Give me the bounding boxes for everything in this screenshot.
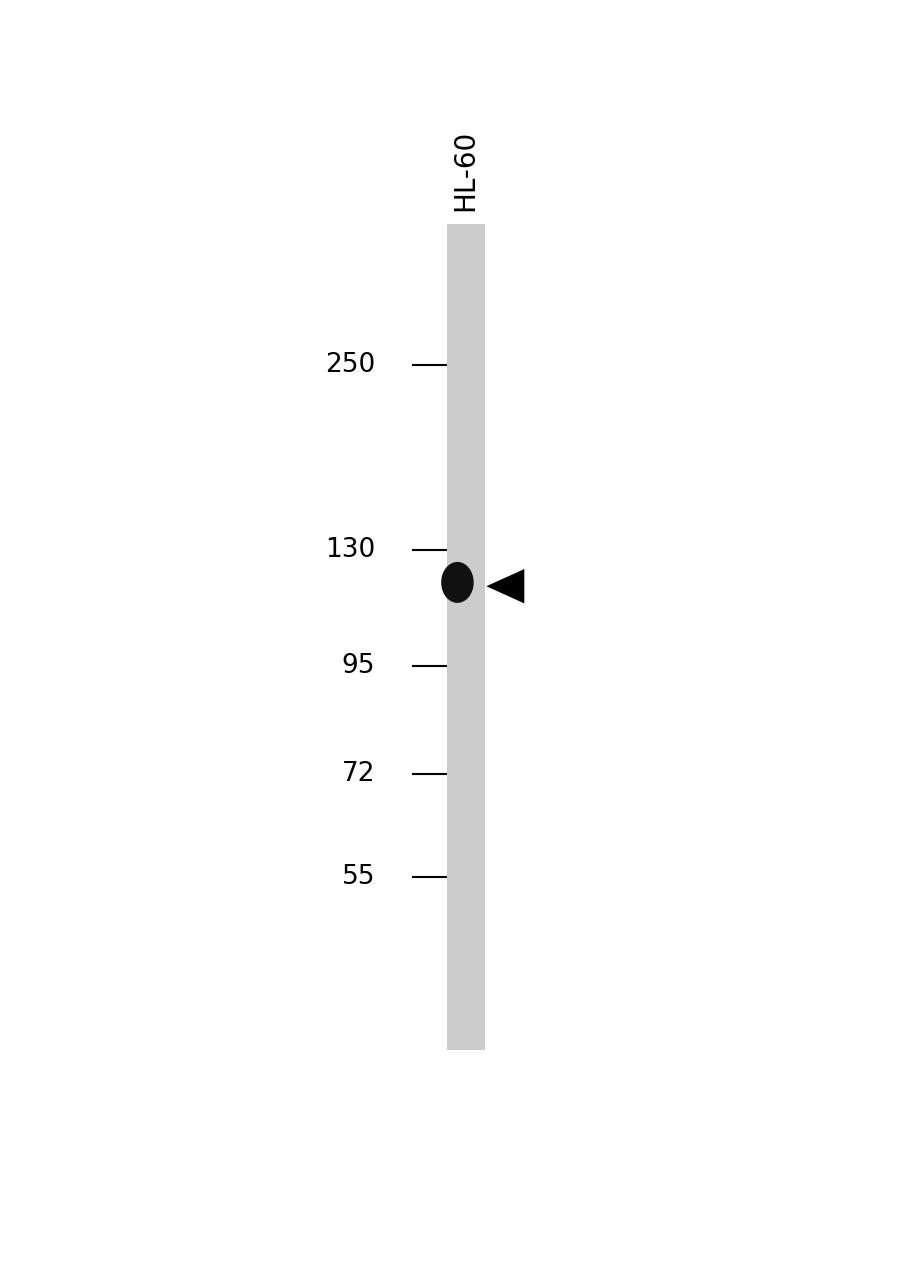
Bar	[446, 224, 484, 1050]
Text: 95: 95	[341, 653, 375, 678]
Polygon shape	[486, 570, 524, 603]
Text: 250: 250	[324, 352, 375, 378]
Text: 130: 130	[324, 538, 375, 563]
Ellipse shape	[441, 562, 473, 603]
Text: HL-60: HL-60	[452, 131, 479, 211]
Text: 72: 72	[341, 762, 375, 787]
Text: 55: 55	[341, 864, 375, 890]
